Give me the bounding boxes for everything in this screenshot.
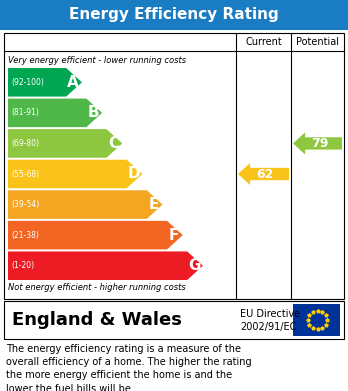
Text: The energy efficiency rating is a measure of the
overall efficiency of a home. T: The energy efficiency rating is a measur… [6,344,252,391]
Text: Energy Efficiency Rating: Energy Efficiency Rating [69,7,279,23]
Polygon shape [8,129,122,158]
Text: England & Wales: England & Wales [12,311,182,329]
Text: Potential: Potential [296,37,339,47]
Text: 2002/91/EC: 2002/91/EC [240,322,296,332]
Bar [4,301,344,339]
Text: Very energy efficient - lower running costs: Very energy efficient - lower running co… [8,56,186,65]
Polygon shape [8,68,82,97]
Text: (21-38): (21-38) [11,231,39,240]
Polygon shape [8,160,142,188]
Text: 62: 62 [256,167,274,181]
Text: (1-20): (1-20) [11,261,34,270]
Polygon shape [238,163,289,185]
Text: (55-68): (55-68) [11,170,39,179]
Text: Not energy efficient - higher running costs: Not energy efficient - higher running co… [8,283,186,292]
Text: C: C [108,136,119,151]
Bar [4,33,344,299]
Bar [293,304,340,336]
Polygon shape [8,221,183,249]
Polygon shape [8,251,203,280]
Polygon shape [8,190,163,219]
Text: B: B [87,105,99,120]
Text: G: G [188,258,200,273]
Polygon shape [293,133,342,154]
Text: (92-100): (92-100) [11,78,44,87]
Bar [0,0,348,30]
Text: D: D [127,167,140,181]
Text: F: F [169,228,179,243]
Text: A: A [67,75,79,90]
Text: (69-80): (69-80) [11,139,39,148]
Text: EU Directive: EU Directive [240,309,300,319]
Polygon shape [8,99,102,127]
Text: (81-91): (81-91) [11,108,39,117]
Text: Current: Current [245,37,282,47]
Text: (39-54): (39-54) [11,200,39,209]
Text: E: E [149,197,159,212]
Text: 79: 79 [311,137,328,150]
